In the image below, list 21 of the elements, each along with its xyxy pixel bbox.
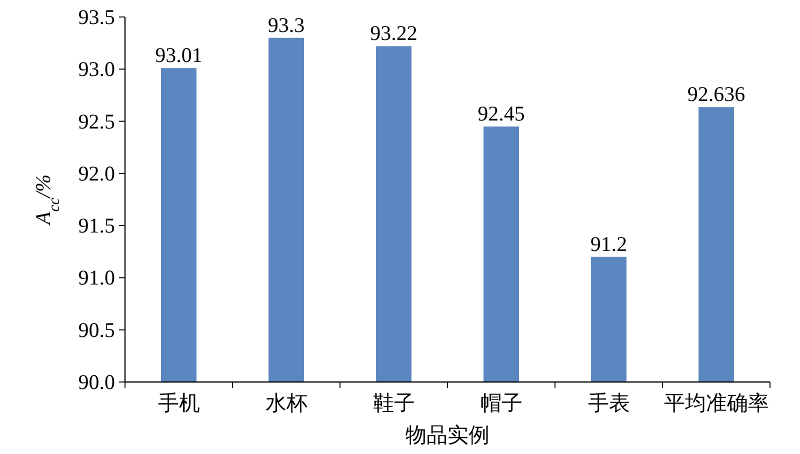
- y-tick-label: 93.0: [78, 57, 115, 82]
- y-tick-label: 91.0: [78, 266, 115, 290]
- y-tick-label: 93.5: [78, 5, 115, 29]
- y-tick-label: 90.0: [78, 370, 115, 394]
- data-label: 93.01: [155, 43, 202, 68]
- y-tick-label: 92.5: [78, 109, 115, 134]
- data-label: 93.22: [370, 21, 418, 46]
- y-tick-label: 90.5: [78, 318, 115, 342]
- x-tick-label: 鞋子: [372, 391, 415, 415]
- y-tick-label: 91.5: [78, 214, 115, 238]
- data-label: 91.2: [590, 232, 628, 256]
- data-label: 92.636: [687, 82, 746, 106]
- x-tick-label: 平均准确率: [664, 391, 769, 415]
- data-label: 92.45: [478, 102, 525, 126]
- x-tick-label: 水杯: [265, 391, 308, 415]
- y-tick-label: 92.0: [78, 161, 115, 186]
- x-tick-label: 手表: [588, 391, 630, 415]
- x-axis-title: 物品实例: [406, 423, 490, 447]
- x-tick-label: 手机: [158, 391, 200, 415]
- x-tick-label: 帽子: [480, 391, 522, 415]
- data-label: 93.3: [268, 12, 305, 37]
